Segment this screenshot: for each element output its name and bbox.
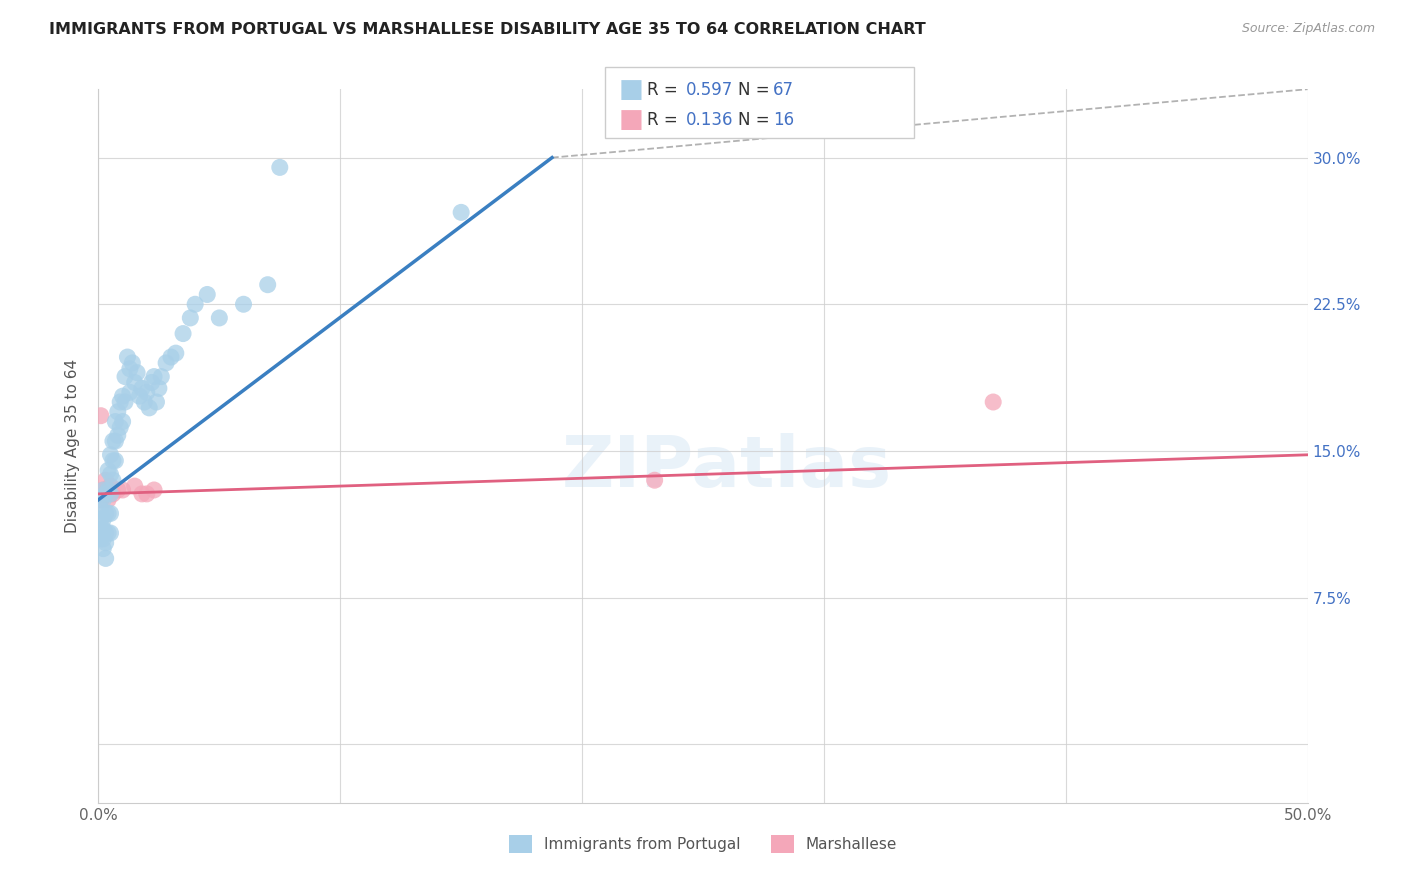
Point — [256, 277, 278, 292]
Point — [101, 487, 124, 501]
Point — [91, 487, 114, 501]
Point — [100, 526, 122, 541]
Text: R =: R = — [647, 112, 683, 129]
Text: ■: ■ — [619, 107, 644, 134]
Text: N =: N = — [738, 112, 775, 129]
Point — [179, 310, 201, 325]
Point — [90, 512, 112, 526]
Point — [117, 350, 139, 364]
Point — [91, 532, 114, 546]
Point — [127, 366, 149, 380]
Point — [208, 310, 231, 325]
Point — [91, 483, 114, 497]
Point — [107, 405, 129, 419]
Point — [121, 356, 143, 370]
Point — [90, 502, 112, 516]
Point — [195, 287, 218, 301]
Point — [155, 356, 177, 370]
Point — [91, 522, 114, 536]
Point — [141, 376, 163, 390]
Point — [124, 479, 146, 493]
Point — [450, 205, 472, 219]
Point — [160, 350, 183, 364]
Point — [111, 483, 134, 497]
Point — [100, 448, 122, 462]
Point — [981, 395, 1004, 409]
Point — [94, 526, 117, 541]
Point — [94, 551, 117, 566]
Text: N =: N = — [738, 81, 775, 99]
Point — [145, 395, 167, 409]
Point — [91, 512, 114, 526]
Point — [90, 492, 112, 507]
Point — [107, 483, 129, 497]
Point — [104, 434, 127, 449]
Point — [143, 369, 166, 384]
Point — [104, 415, 127, 429]
Point — [100, 507, 122, 521]
Point — [101, 453, 124, 467]
Point — [165, 346, 187, 360]
Point — [101, 434, 124, 449]
Text: IMMIGRANTS FROM PORTUGAL VS MARSHALLESE DISABILITY AGE 35 TO 64 CORRELATION CHAR: IMMIGRANTS FROM PORTUGAL VS MARSHALLESE … — [49, 22, 927, 37]
Point — [232, 297, 254, 311]
Text: 0.597: 0.597 — [686, 81, 734, 99]
Point — [94, 473, 117, 487]
Point — [90, 522, 112, 536]
Point — [104, 453, 127, 467]
Point — [108, 395, 131, 409]
Text: 0.136: 0.136 — [686, 112, 734, 129]
Point — [143, 483, 166, 497]
Point — [131, 381, 153, 395]
Point — [172, 326, 194, 341]
Point — [150, 369, 173, 384]
Point — [148, 381, 170, 395]
Point — [114, 369, 136, 384]
Text: ■: ■ — [619, 77, 644, 103]
Point — [101, 473, 124, 487]
Point — [114, 395, 136, 409]
Point — [90, 532, 112, 546]
Point — [91, 541, 114, 556]
Point — [94, 535, 117, 549]
Point — [97, 526, 120, 541]
Y-axis label: Disability Age 35 to 64: Disability Age 35 to 64 — [65, 359, 80, 533]
Point — [269, 161, 291, 175]
Text: ZIPatlas: ZIPatlas — [562, 433, 893, 502]
Point — [111, 415, 134, 429]
Point — [138, 401, 160, 415]
Point — [90, 409, 112, 423]
Text: Source: ZipAtlas.com: Source: ZipAtlas.com — [1241, 22, 1375, 36]
Point — [108, 420, 131, 434]
Point — [184, 297, 207, 311]
Point — [107, 428, 129, 442]
Point — [135, 385, 157, 400]
Point — [91, 483, 114, 497]
Point — [94, 507, 117, 521]
Point — [131, 487, 153, 501]
Point — [118, 361, 141, 376]
Text: 16: 16 — [773, 112, 794, 129]
Point — [128, 389, 150, 403]
Point — [97, 492, 120, 507]
Point — [100, 479, 122, 493]
Point — [124, 376, 146, 390]
Text: 67: 67 — [773, 81, 794, 99]
Legend: Immigrants from Portugal, Marshallese: Immigrants from Portugal, Marshallese — [502, 829, 904, 859]
Point — [100, 487, 122, 501]
Point — [94, 487, 117, 501]
Point — [90, 492, 112, 507]
Point — [97, 463, 120, 477]
Point — [91, 492, 114, 507]
Point — [644, 473, 666, 487]
Point — [100, 467, 122, 482]
Point — [97, 483, 120, 497]
Text: R =: R = — [647, 81, 683, 99]
Point — [118, 385, 141, 400]
Point — [111, 389, 134, 403]
Point — [97, 507, 120, 521]
Point — [135, 487, 157, 501]
Point — [134, 395, 156, 409]
